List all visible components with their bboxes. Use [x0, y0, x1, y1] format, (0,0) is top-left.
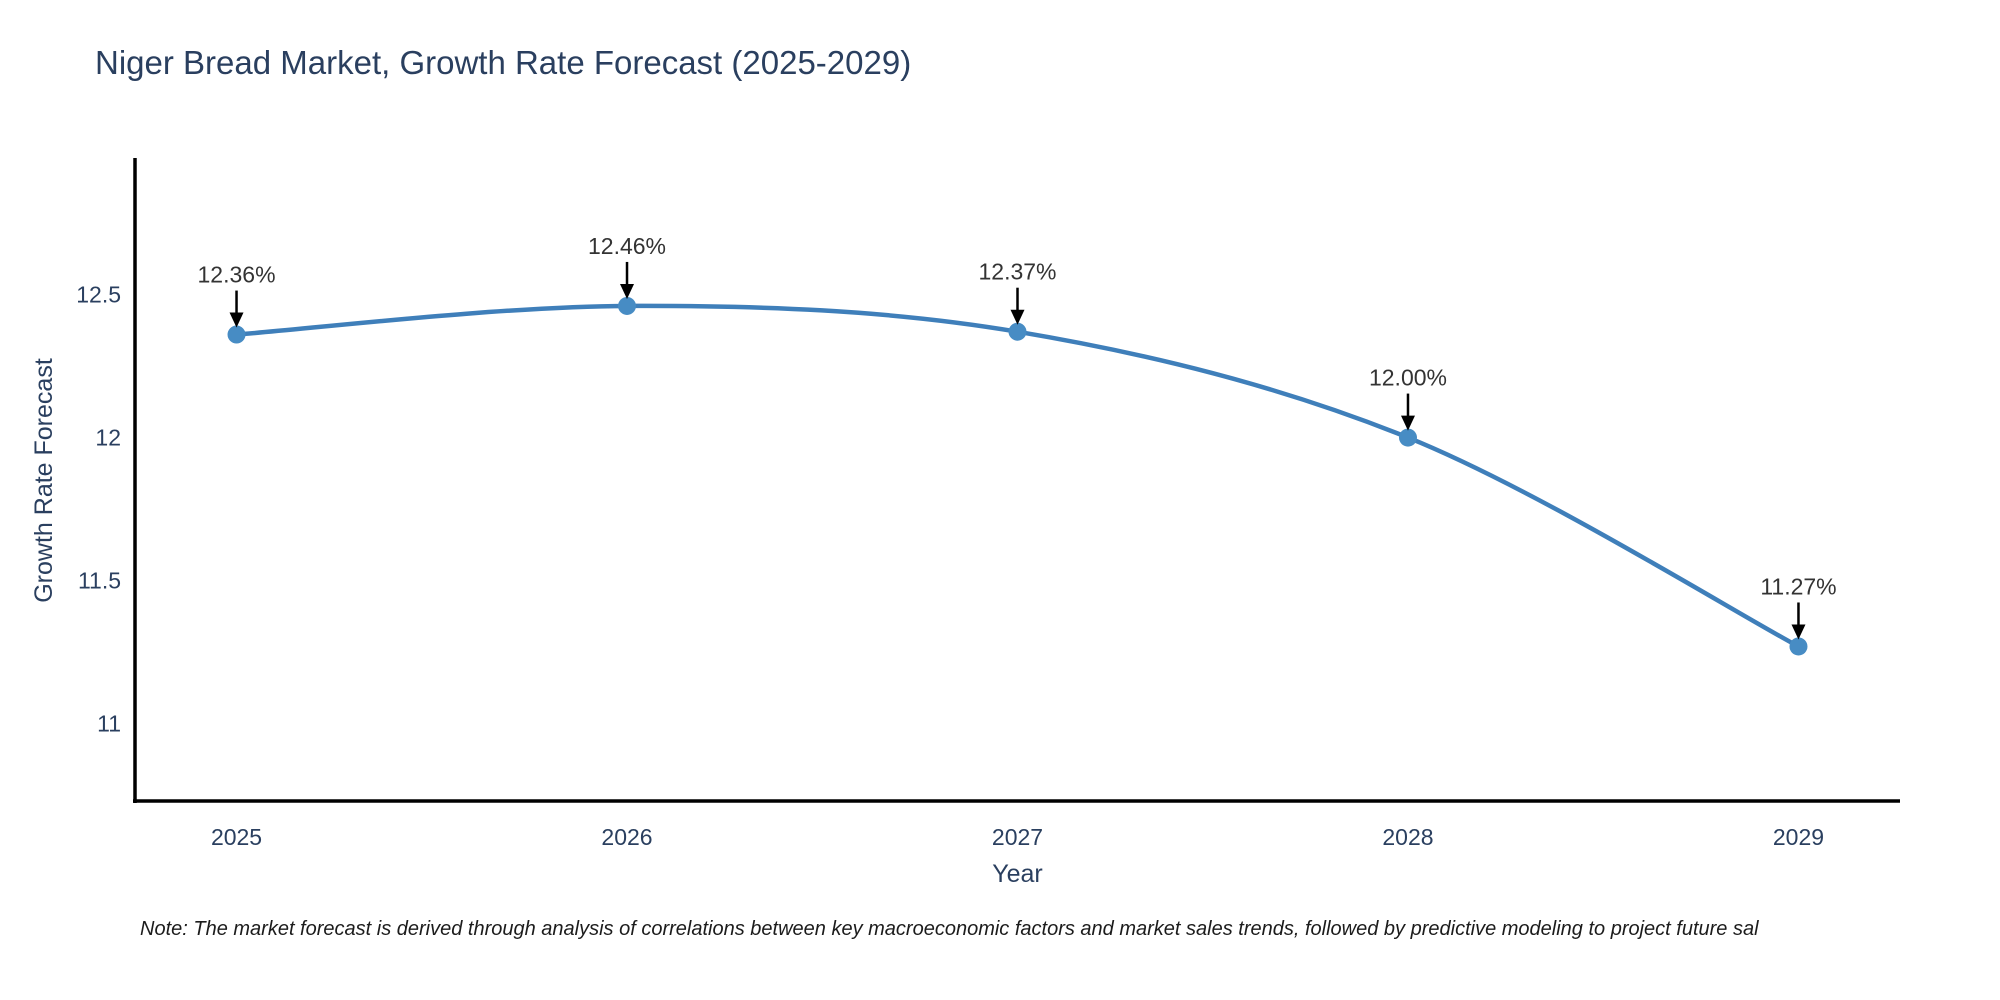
- x-tick-label: 2025: [211, 824, 262, 850]
- forecast-line: [234, 303, 1801, 649]
- data-point-label: 12.46%: [588, 233, 666, 259]
- footnote-text: Note: The market forecast is derived thr…: [140, 918, 1759, 940]
- annotation-arrowhead: [229, 312, 244, 328]
- data-point-label: 12.36%: [198, 262, 276, 288]
- x-axis-title: Year: [992, 860, 1043, 888]
- data-point-marker: [618, 296, 637, 315]
- data-point-label: 12.37%: [978, 259, 1056, 285]
- data-point-label: 12.00%: [1369, 365, 1447, 391]
- data-point-marker: [227, 325, 246, 344]
- x-tick-label: 2026: [601, 824, 652, 850]
- y-tick-label: 12.5: [76, 281, 121, 307]
- y-tick-label: 11: [97, 711, 121, 737]
- y-tick-label: 12: [95, 425, 121, 451]
- x-tick-label: 2029: [1773, 824, 1824, 850]
- x-tick-label: 2027: [992, 824, 1043, 850]
- x-tick-label: 2028: [1382, 824, 1433, 850]
- annotation-arrowhead: [1010, 309, 1025, 325]
- annotation-arrowhead: [1400, 415, 1415, 431]
- annotation-arrowhead: [1791, 624, 1806, 640]
- chart-title: Niger Bread Market, Growth Rate Forecast…: [95, 44, 912, 81]
- data-point-marker: [1008, 322, 1027, 341]
- data-point-marker: [1398, 428, 1417, 447]
- annotation-arrowhead: [620, 283, 635, 299]
- data-point-label: 11.27%: [1760, 573, 1836, 599]
- data-point-marker: [1789, 637, 1808, 656]
- y-tick-label: 11.5: [78, 568, 121, 594]
